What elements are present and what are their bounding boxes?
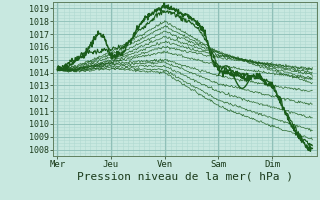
X-axis label: Pression niveau de la mer( hPa ): Pression niveau de la mer( hPa ) (77, 172, 293, 182)
